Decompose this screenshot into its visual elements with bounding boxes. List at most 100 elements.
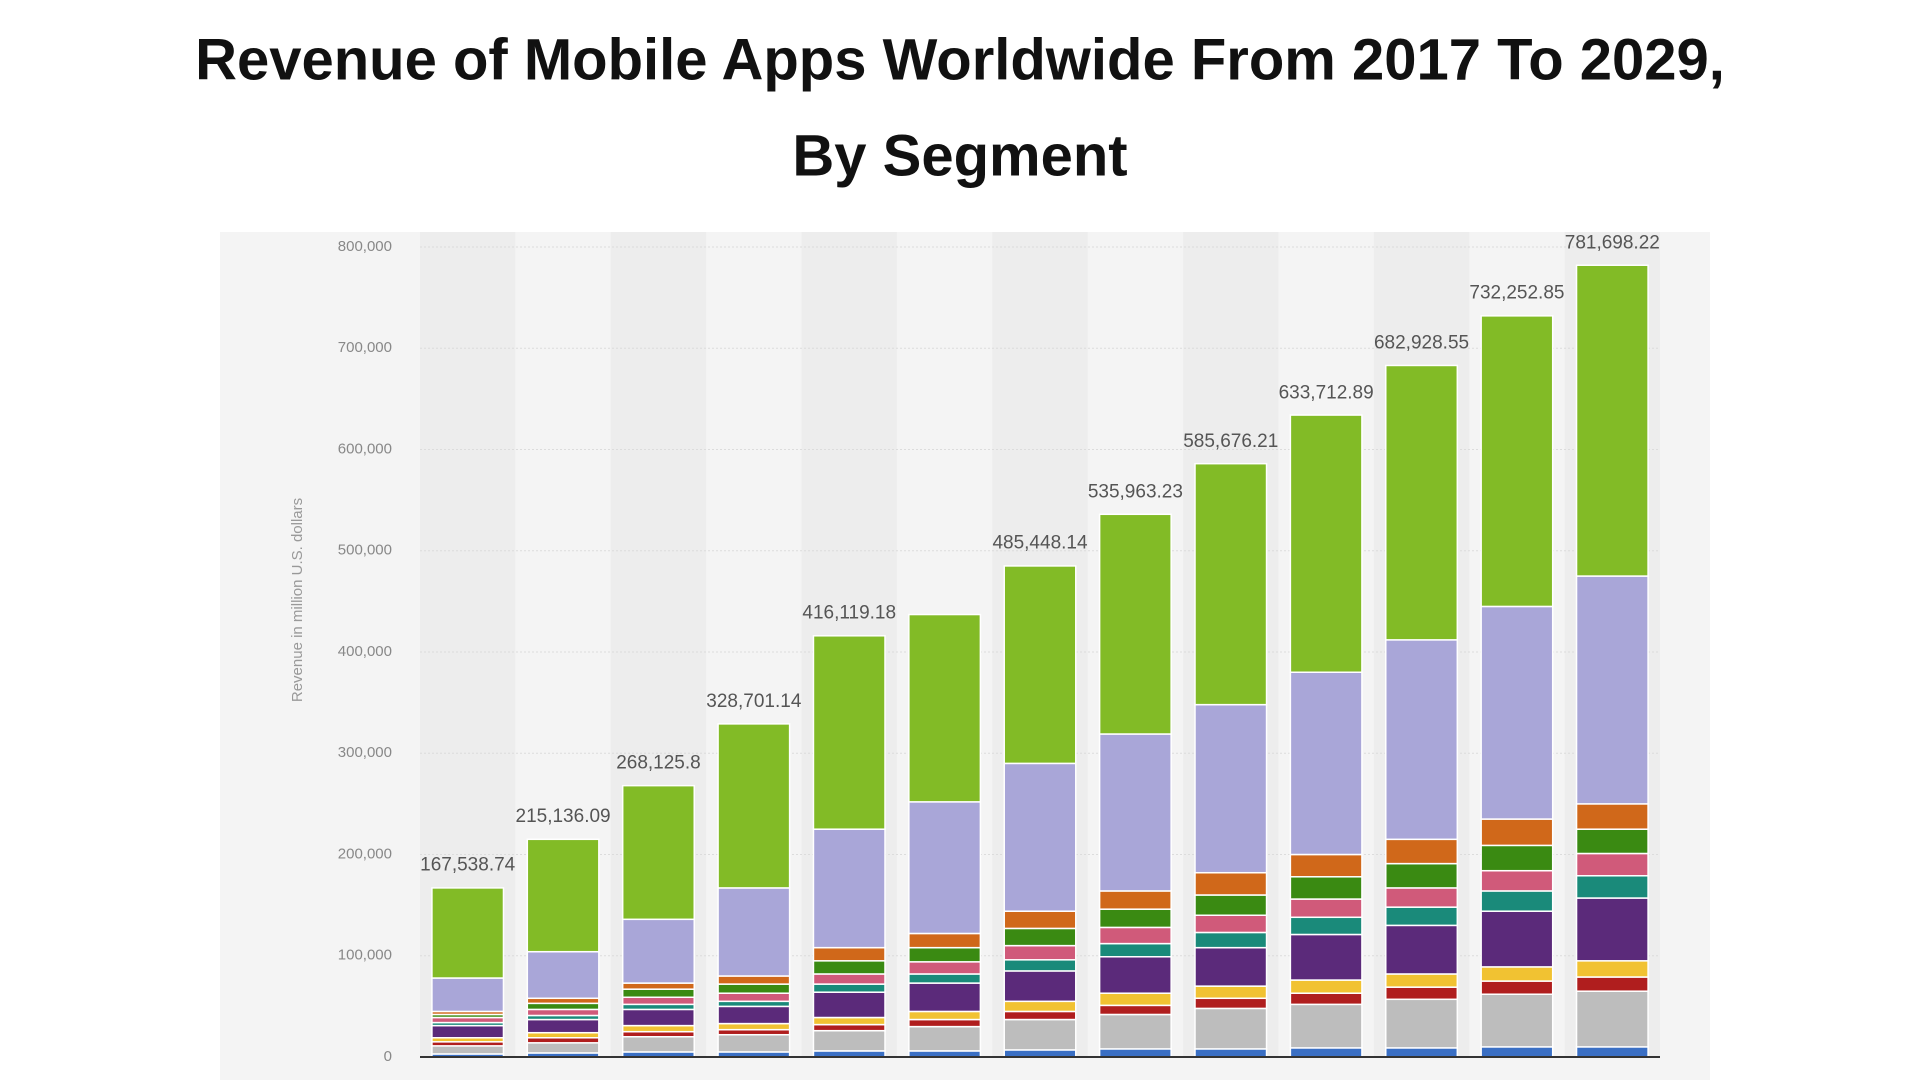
bar-segment	[1098, 992, 1172, 1007]
bar-segment	[1575, 976, 1649, 992]
bar-segment	[812, 1029, 886, 1052]
bar-segment	[1385, 998, 1459, 1049]
y-tick-label: 500,000	[338, 542, 392, 559]
bar-segment	[1003, 762, 1077, 912]
bar-segment	[1480, 993, 1554, 1048]
bar-segment	[1194, 931, 1268, 949]
bar-segment	[1194, 1007, 1268, 1050]
bar-segment	[1289, 992, 1363, 1006]
bar-segment	[526, 1002, 600, 1011]
total-label: 416,119.18	[802, 603, 896, 624]
bar-segment	[1575, 575, 1649, 805]
bar-segment	[1003, 944, 1077, 961]
bar-segment	[1575, 1046, 1649, 1058]
y-axis-label: Revenue in million U.S. dollars	[289, 498, 306, 702]
bar-segment	[812, 946, 886, 962]
bar-segment	[1480, 818, 1554, 847]
bar-segment	[1385, 862, 1459, 889]
bar-segment	[908, 1025, 982, 1052]
total-label: 167,538.74	[420, 854, 516, 875]
bar-segment	[1194, 871, 1268, 896]
total-label: 328,701.14	[706, 691, 802, 712]
bar-segment	[1385, 838, 1459, 865]
bar-segment	[1003, 970, 1077, 1003]
bar-segment	[431, 1024, 505, 1039]
bar-segment	[812, 635, 886, 830]
bar-segment	[717, 1028, 791, 1036]
bar-segment	[1289, 1047, 1363, 1058]
bar-segment	[1385, 906, 1459, 927]
bar-segment	[1385, 887, 1459, 908]
bar-segment	[1289, 898, 1363, 919]
bar-segment	[1385, 973, 1459, 988]
total-label: 732,252.85	[1469, 283, 1564, 304]
bar-segment	[621, 918, 695, 984]
bar-segment	[908, 961, 982, 975]
bar-segment	[1575, 897, 1649, 962]
bar-segment	[812, 1023, 886, 1032]
bar-segment	[1003, 910, 1077, 930]
bar-segment	[1289, 876, 1363, 900]
bar-segment	[1480, 869, 1554, 892]
bar-segment	[1575, 852, 1649, 877]
bar-segment	[717, 887, 791, 977]
bar-segment	[908, 946, 982, 963]
bar-segment	[1098, 942, 1172, 958]
bar-segment	[1289, 916, 1363, 936]
y-tick-label: 400,000	[338, 643, 392, 660]
bar-segment	[908, 1018, 982, 1028]
bar-segment	[1575, 960, 1649, 978]
bar-segment	[812, 960, 886, 975]
bar-segment	[621, 982, 695, 990]
bar-segment	[1575, 990, 1649, 1048]
bar-segment	[717, 1005, 791, 1025]
bar-segment	[1003, 565, 1077, 765]
bar-segment	[1098, 956, 1172, 994]
bar-segment	[1194, 997, 1268, 1010]
bar-segment	[431, 1016, 505, 1024]
total-label: 485,448.14	[992, 532, 1088, 553]
bar-segment	[1480, 1046, 1554, 1058]
bar-segment	[1289, 933, 1363, 981]
bar-segment	[526, 950, 600, 1000]
bar-segment	[1480, 315, 1554, 608]
bar-segment	[1480, 910, 1554, 968]
bar-segment	[812, 983, 886, 993]
bar-segment	[1003, 1000, 1077, 1013]
bar-segment	[1385, 986, 1459, 1001]
bar-segment	[1194, 703, 1268, 874]
bar-segment	[812, 1016, 886, 1026]
bar-segment	[526, 1031, 600, 1039]
bar-segment	[1480, 966, 1554, 982]
bar-segment	[1289, 671, 1363, 856]
bar-segment	[1480, 980, 1554, 995]
bar-segment	[526, 1042, 600, 1054]
bar-segment	[1098, 926, 1172, 945]
bar-segment	[717, 1022, 791, 1031]
bar-segment	[1194, 462, 1268, 706]
total-label: 585,676.21	[1183, 431, 1278, 452]
bar-segment	[1098, 908, 1172, 929]
bar-segment	[1098, 513, 1172, 735]
bar-segment	[1098, 1004, 1172, 1016]
bar-segment	[621, 1024, 695, 1033]
bar-segment	[1480, 844, 1554, 872]
bar-segment	[812, 828, 886, 949]
total-label: 633,712.89	[1279, 382, 1374, 403]
bar-segment	[621, 1030, 695, 1038]
bar-segment	[1480, 890, 1554, 912]
bar-segment	[1385, 924, 1459, 975]
bar-segment	[908, 973, 982, 984]
total-label: 215,136.09	[516, 806, 611, 827]
bar-segment	[1575, 803, 1649, 830]
bar-segment	[1003, 1018, 1077, 1051]
bar-segment	[717, 975, 791, 985]
y-tick-label: 800,000	[338, 238, 392, 255]
bar-segment	[1289, 979, 1363, 994]
bar-segment	[1289, 414, 1363, 673]
bar-segment	[1003, 927, 1077, 947]
bar-segment	[717, 983, 791, 994]
chart-title: Revenue of Mobile Apps Worldwide From 20…	[195, 27, 1725, 92]
bar-segment	[1194, 985, 1268, 1000]
